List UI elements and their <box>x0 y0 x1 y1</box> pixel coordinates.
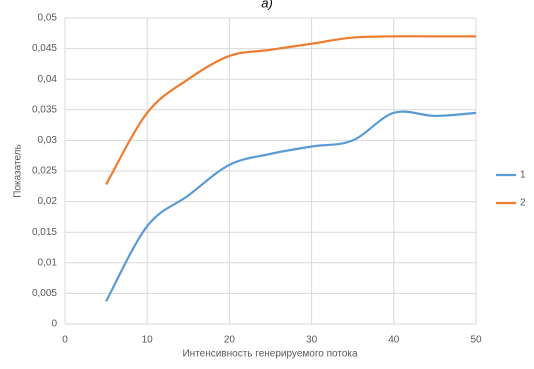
x-tick-label: 20 <box>224 335 236 346</box>
y-tick-label: 0,025 <box>32 166 57 177</box>
line-series <box>105 35 476 186</box>
legend-label: 1 <box>520 170 526 181</box>
y-tick-label: 0,03 <box>38 135 58 146</box>
y-tick-label: 0 <box>51 319 57 330</box>
x-axis-label: Интенсивность генерируемого потока <box>182 349 358 360</box>
x-tick-label: 50 <box>470 335 482 346</box>
y-tick-label: 0,05 <box>38 13 58 24</box>
y-tick-label: 0,015 <box>32 227 57 238</box>
x-tick-label: 10 <box>142 335 154 346</box>
y-tick-label: 0,04 <box>38 74 58 85</box>
y-tick-label: 0,01 <box>38 257 58 268</box>
y-tick-label: 0,005 <box>32 288 57 299</box>
legend-label: 2 <box>520 198 526 209</box>
x-tick-label: 30 <box>306 335 318 346</box>
x-tick-label: 0 <box>62 335 68 346</box>
y-axis-label: Показатель <box>13 144 24 197</box>
line-series <box>105 110 477 302</box>
x-tick-label: 40 <box>388 335 400 346</box>
y-tick-label: 0,035 <box>32 104 57 115</box>
y-tick-label: 0,045 <box>32 43 57 54</box>
chart-title: а) <box>261 0 273 10</box>
y-tick-label: 0,02 <box>38 196 58 207</box>
